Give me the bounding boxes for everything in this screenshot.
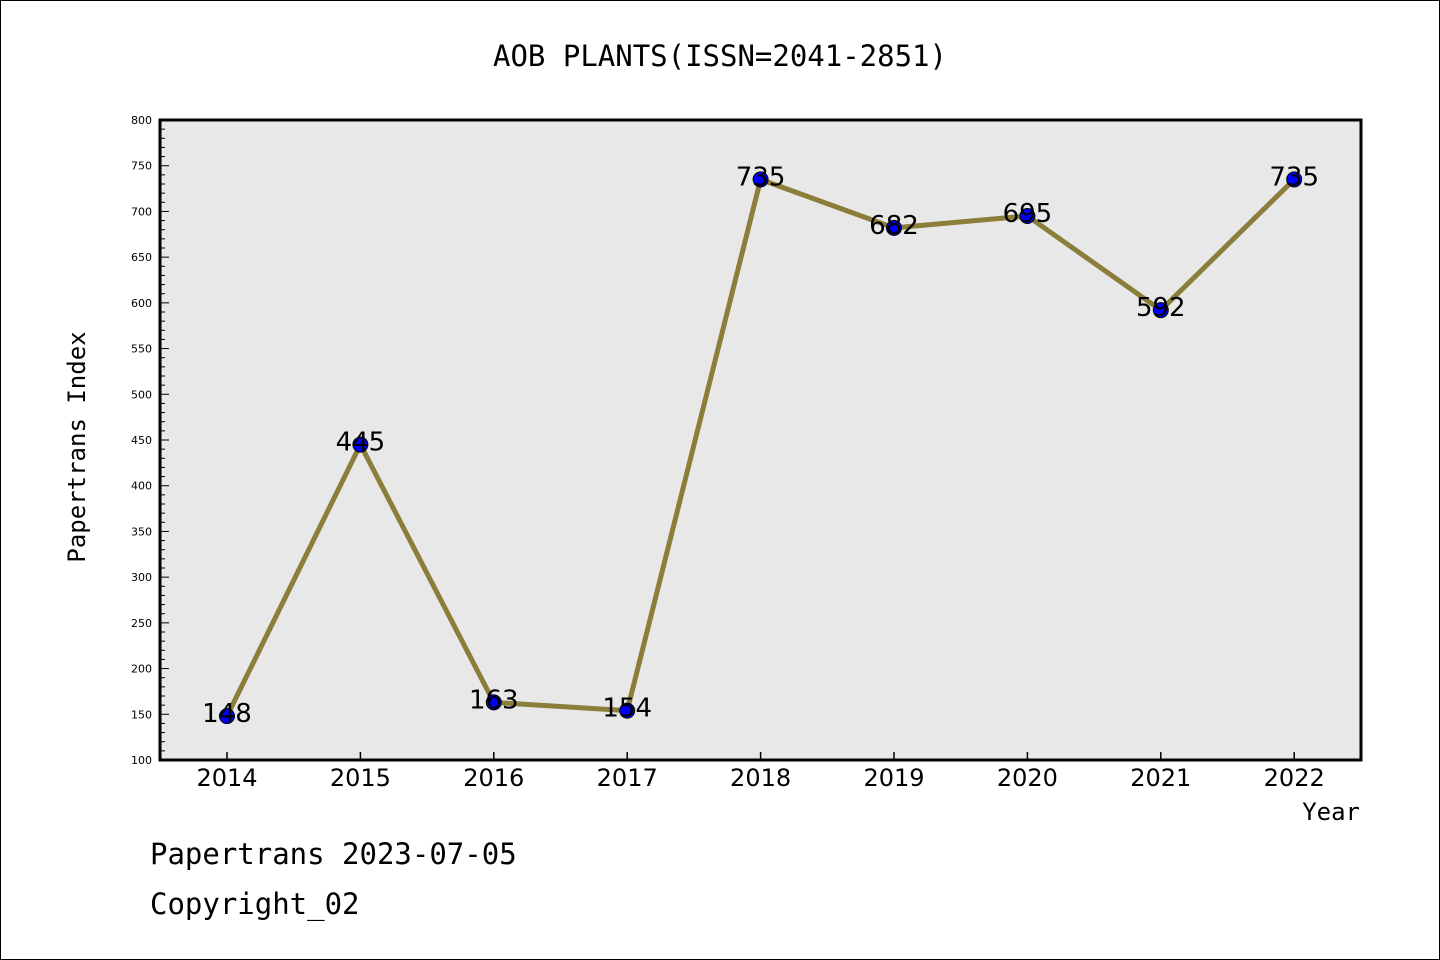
x-tick-label: 2020 [997,764,1058,792]
data-label: 735 [736,162,786,192]
data-point-marker [1152,302,1169,319]
data-point-marker [752,171,769,188]
y-tick-label: 300 [131,571,152,584]
y-axis-label: Papertrans Index [63,331,91,562]
x-tick-label: 2018 [730,764,791,792]
data-point-marker [1286,171,1303,188]
y-tick-label: 150 [131,708,152,721]
data-point-marker [619,702,636,719]
data-point-marker [886,219,902,236]
data-label: 148 [202,699,252,729]
y-tick-label: 750 [131,160,152,173]
x-axis-ticks: 2014 2015 2016 2017 2018 2019 2020 2021 2022 [196,752,1325,792]
data-point-marker [485,694,502,711]
data-label: 163 [469,685,519,715]
y-tick-label: 700 [131,205,152,218]
y-tick-label: 600 [131,297,152,310]
data-point-marker [219,708,235,725]
data-point-marker [352,436,369,453]
y-tick-label: 500 [131,388,152,401]
data-labels: 148 445 163 154 735 682 695 592 735 [202,162,1319,729]
x-tick-label: 2015 [330,764,391,792]
x-tick-label: 2019 [863,764,924,792]
footer-date: Papertrans 2023-07-05 [150,837,517,871]
y-tick-label: 400 [131,480,152,493]
data-label: 695 [1003,199,1053,229]
x-tick-label: 2022 [1264,764,1325,792]
data-label: 682 [869,211,919,241]
data-point-marker [1019,208,1036,224]
y-tick-label: 200 [131,663,152,676]
data-label: 592 [1136,293,1186,323]
y-tick-label: 100 [131,754,152,767]
series-markers [219,171,1303,725]
y-tick-label: 450 [131,434,152,447]
data-label: 154 [602,694,652,724]
y-tick-label: 650 [131,251,152,264]
x-tick-label: 2014 [196,764,257,792]
x-axis-label: Year [1302,798,1360,826]
chart-title: AOB PLANTS(ISSN=2041-2851) [493,39,947,73]
x-tick-label: 2021 [1130,764,1191,792]
y-tick-label: 550 [131,343,152,356]
y-tick-label: 350 [131,525,152,538]
x-tick-label: 2016 [463,764,524,792]
y-tick-label: 250 [131,617,152,630]
y-tick-label: 800 [131,114,152,127]
data-label: 445 [336,428,386,458]
plot-border [158,118,1363,762]
x-tick-label: 2017 [597,764,658,792]
footer-copyright: Copyright_02 [150,887,360,922]
data-label: 735 [1269,162,1319,192]
